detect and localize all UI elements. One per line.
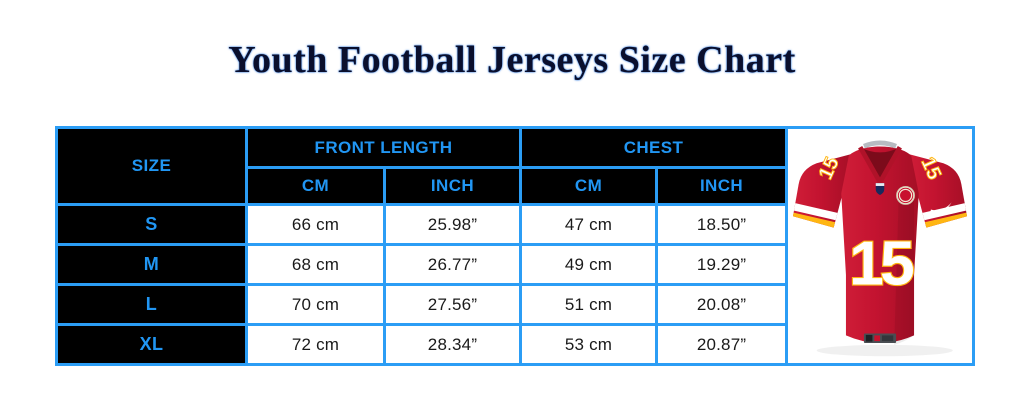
front-length-cm-cell: 72 cm	[245, 323, 386, 366]
size-column-header: SIZE	[55, 126, 248, 206]
chest-inch-header: INCH	[655, 166, 789, 206]
left-sleeve-stripes	[792, 201, 841, 228]
size-cell: M	[55, 243, 248, 286]
table-row-m: M 68 cm 26.77” 49 cm 19.29”	[55, 243, 974, 286]
front-length-group-header: FRONT LENGTH	[244, 126, 523, 169]
jersey-illustration: 15 15 15	[792, 140, 968, 356]
v-neck-band	[858, 145, 902, 185]
size-cell: XL	[55, 323, 248, 366]
front-length-cm-cell: 68 cm	[245, 243, 386, 286]
front-length-inch-cell: 27.56”	[382, 283, 523, 326]
table-row-s: S 66 cm 25.98” 47 cm 18.50”	[55, 203, 974, 246]
chest-cm-cell: 51 cm	[519, 283, 659, 326]
front-length-inch-cell: 28.34”	[382, 323, 523, 366]
chest-cm-cell: 49 cm	[519, 243, 659, 286]
front-length-cm-header: CM	[245, 166, 386, 206]
right-sleeve-stripes	[919, 201, 968, 228]
collar-back-trim	[863, 140, 897, 148]
front-length-inch-cell: 25.98”	[382, 203, 523, 246]
chest-cm-cell: 47 cm	[519, 203, 659, 246]
chest-cm-header: CM	[519, 166, 659, 206]
size-cell: L	[55, 283, 248, 326]
chest-cm-cell: 53 cm	[519, 323, 659, 366]
swoosh-icon	[930, 201, 952, 214]
table-row-xl: XL 72 cm 28.34” 53 cm 20.87”	[55, 323, 974, 366]
front-length-inch-cell: 26.77”	[382, 243, 523, 286]
front-length-cm-cell: 66 cm	[245, 203, 386, 246]
jersey-shadow	[816, 344, 953, 356]
chest-inch-cell: 18.50”	[655, 203, 789, 246]
jersey-photo: 15 15 15	[790, 131, 970, 361]
size-chart-table: SIZE FRONT LENGTH CHEST	[55, 126, 976, 366]
table-row-l: L 70 cm 27.56” 51 cm 20.08”	[55, 283, 974, 326]
size-cell: S	[55, 203, 248, 246]
jersey-body-shading	[894, 189, 915, 345]
team-patch-icon	[896, 185, 916, 205]
page-title: Youth Football Jerseys Size Chart	[228, 39, 796, 81]
chest-inch-cell: 20.87”	[655, 323, 789, 366]
front-length-inch-header: INCH	[382, 166, 523, 206]
front-length-cm-cell: 70 cm	[245, 283, 386, 326]
neck-opening	[860, 146, 900, 182]
chest-inch-cell: 19.29”	[655, 243, 789, 286]
chest-group-header: CHEST	[519, 126, 789, 169]
chest-inch-cell: 20.08”	[655, 283, 789, 326]
nfl-shield-icon	[875, 182, 885, 195]
chest-number: 15	[849, 228, 913, 298]
jersey-photo-cell: 15 15 15	[785, 126, 976, 366]
jock-tag	[863, 333, 897, 343]
